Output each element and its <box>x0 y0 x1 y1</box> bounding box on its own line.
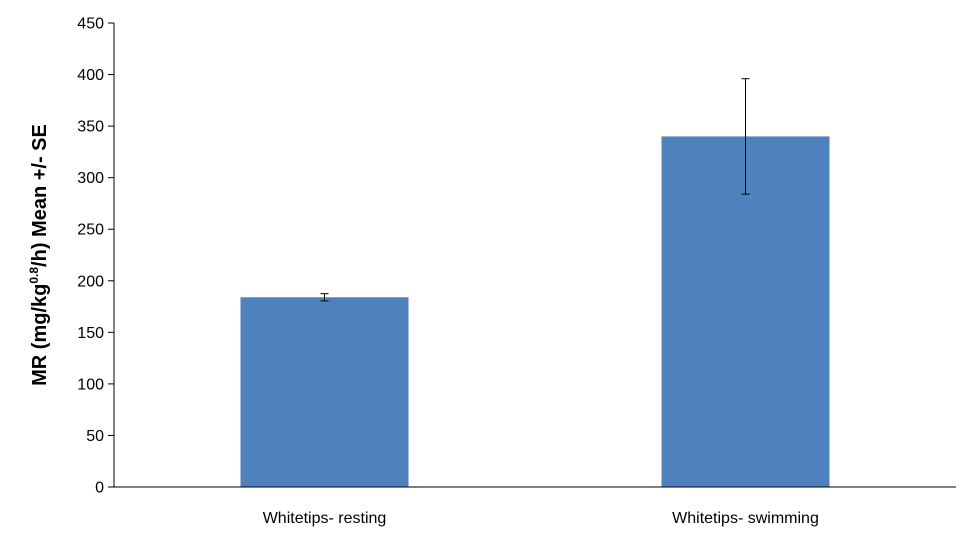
y-tick-label: 150 <box>77 325 104 342</box>
x-category-label: Whitetips- resting <box>263 510 387 527</box>
y-tick-label: 300 <box>77 170 104 187</box>
y-axis-title-prefix: MR (mg/kg <box>29 284 51 386</box>
y-tick-label: 350 <box>77 119 104 136</box>
y-tick-label: 200 <box>77 273 104 290</box>
y-axis-title-superscript: 0.8 <box>27 267 41 284</box>
y-axis-title-suffix: /h) Mean +/- SE <box>29 124 51 267</box>
y-tick-label: 0 <box>95 480 104 497</box>
error-bar <box>320 293 329 302</box>
bar <box>661 136 830 487</box>
y-tick-label: 250 <box>77 222 104 239</box>
y-tick-label: 400 <box>77 67 104 84</box>
error-bar <box>741 78 750 195</box>
y-tick-label: 50 <box>86 428 104 445</box>
y-axis-title: MR (mg/kg0.8/h) Mean +/- SE <box>27 124 51 386</box>
bars <box>240 136 830 487</box>
bar <box>240 297 409 487</box>
y-tick-label: 450 <box>77 16 104 33</box>
x-axis-labels: Whitetips- resting Whitetips- swimming <box>263 510 819 527</box>
error-bars <box>320 78 750 302</box>
y-tick-label: 100 <box>77 376 104 393</box>
y-axis-ticks: 0 50 100 150 200 250 300 350 400 450 <box>77 16 114 497</box>
x-category-label: Whitetips- swimming <box>672 510 819 527</box>
